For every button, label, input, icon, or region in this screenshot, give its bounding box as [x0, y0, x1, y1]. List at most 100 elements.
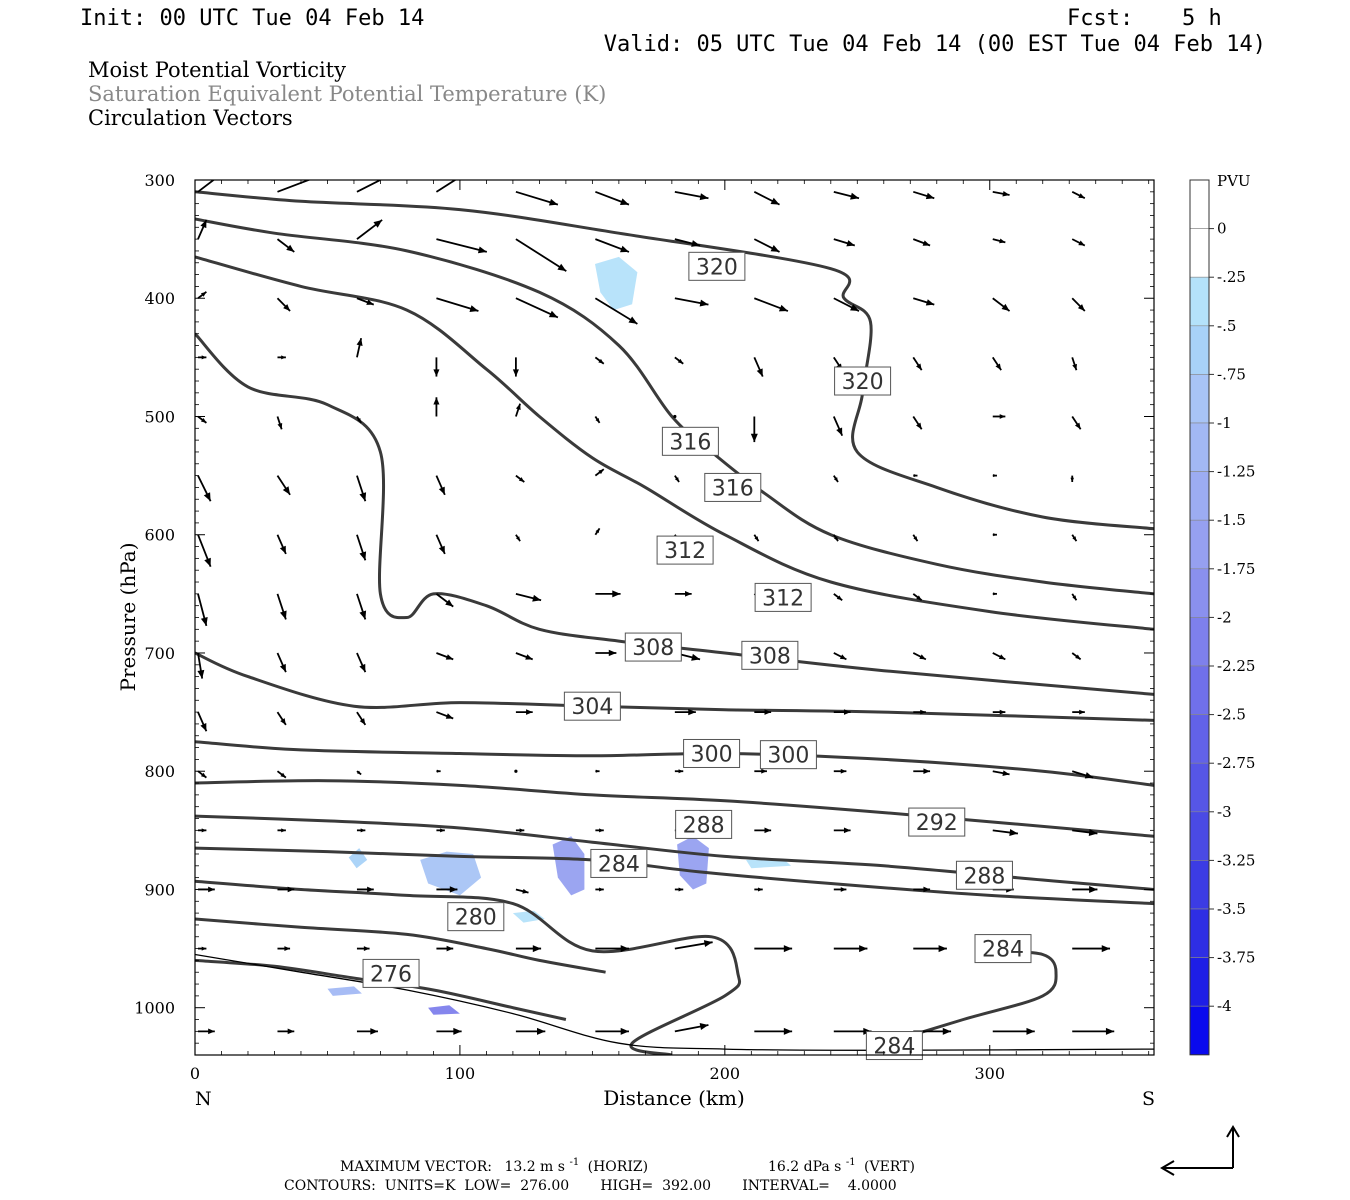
vector-arrow [833, 593, 843, 601]
vector-arrow [992, 414, 1006, 419]
vector-head [279, 663, 286, 673]
vector-head [469, 305, 479, 312]
vector-head [522, 888, 529, 894]
vector-head [280, 772, 286, 778]
vector-arrow [673, 414, 677, 419]
vector-head [1072, 363, 1077, 371]
vector-head [201, 355, 207, 360]
vector-head [993, 474, 997, 478]
vector-arrow [356, 652, 367, 673]
contour-label: 292 [916, 811, 958, 836]
vector-arrow [992, 592, 997, 596]
contour-label: 320 [842, 370, 884, 395]
vector-head [783, 1027, 793, 1035]
vector-head [923, 768, 931, 775]
vector-arrow [276, 416, 283, 430]
vector-head [999, 709, 1006, 715]
vector-arrow [276, 238, 295, 253]
vector-head [359, 718, 366, 725]
vector-head [916, 595, 922, 601]
vector-arrow [198, 355, 207, 360]
colorbar-cell [1189, 228, 1210, 278]
vector-arrow [276, 475, 291, 496]
vector-arrow [595, 190, 630, 206]
vector-head [449, 886, 458, 893]
vector-head [201, 946, 207, 951]
vector-head [197, 669, 205, 679]
vector-shaft [515, 238, 567, 272]
vector-arrow [833, 768, 847, 774]
vector-arrow [197, 593, 208, 627]
vector-head [699, 299, 709, 307]
contour-label: 316 [669, 430, 711, 455]
vector-head [208, 1028, 215, 1035]
vector-head [283, 304, 291, 312]
x-tick-label: 100 [445, 1064, 476, 1083]
contour-label-box [362, 958, 420, 988]
vector-arrow [1070, 475, 1075, 483]
contour-300-5 [195, 740, 1154, 787]
vector-arrow [276, 711, 287, 726]
vector-head [598, 469, 604, 475]
vector-head [859, 945, 868, 953]
vector-arrow [1071, 534, 1078, 542]
vector-arrow [197, 534, 212, 568]
mpv-region-3 [552, 836, 585, 896]
vector-arrow [277, 828, 286, 833]
vector-arrow [992, 829, 1019, 836]
vector-head [279, 545, 286, 554]
vector-head [359, 492, 367, 502]
vector-head [200, 616, 208, 626]
vector-arrow [436, 828, 445, 833]
vector-head [703, 940, 713, 948]
vector-head [367, 886, 374, 893]
vector-head [357, 418, 362, 423]
colorbar-label: -.5 [1217, 317, 1236, 335]
vector-head [920, 709, 926, 715]
vector-arrow [197, 652, 205, 679]
vector-arrow [753, 357, 764, 377]
vector-head [438, 486, 445, 495]
colorbar-cell [1189, 179, 1210, 229]
vector-head [999, 414, 1006, 419]
vector-head [925, 299, 935, 306]
vector-arrow [754, 827, 772, 834]
colorbar-cell [1189, 325, 1210, 375]
svg-text:MAXIMUM VECTOR: 13.2 m s: MAXIMUM VECTOR: 13.2 m s -1 (HORIZ) [340, 1153, 648, 1175]
vector-arrow [515, 190, 559, 206]
vector-head [1002, 190, 1010, 197]
vector-arrow [595, 887, 604, 892]
vector-arrow [356, 770, 362, 776]
vector-arrow [197, 180, 216, 193]
vector-head [691, 653, 701, 661]
vector-arrow [515, 474, 525, 483]
vector-arrow [594, 415, 601, 424]
vector-arrow [436, 1027, 462, 1035]
vector-shaft [356, 180, 383, 193]
vector-arrow [356, 711, 367, 726]
circulation-vectors [197, 180, 1115, 1035]
vector-head [919, 654, 926, 660]
colorbar-label: -3 [1217, 803, 1232, 821]
vector-arrow [436, 711, 454, 720]
vector-arrow [992, 474, 997, 478]
contour-308-4 [195, 651, 1154, 722]
contour-296-6 [195, 779, 1154, 838]
vector-head [699, 193, 709, 201]
fcst-value: 5 h [1182, 6, 1222, 31]
vector-head [942, 1027, 952, 1035]
vector-head [525, 654, 533, 660]
contour-label-box [908, 807, 966, 837]
vector-dot [514, 769, 518, 773]
vector-arrow [753, 534, 760, 542]
vector-head [1079, 709, 1085, 715]
vector-head [628, 316, 638, 324]
vector-arrow [674, 708, 696, 716]
contour-label-box [661, 426, 719, 456]
vector-head [518, 477, 525, 483]
colorbar-label: -.25 [1217, 268, 1246, 286]
vector-head [359, 610, 367, 620]
vector-head [843, 709, 851, 715]
vector-arrow [356, 415, 362, 424]
